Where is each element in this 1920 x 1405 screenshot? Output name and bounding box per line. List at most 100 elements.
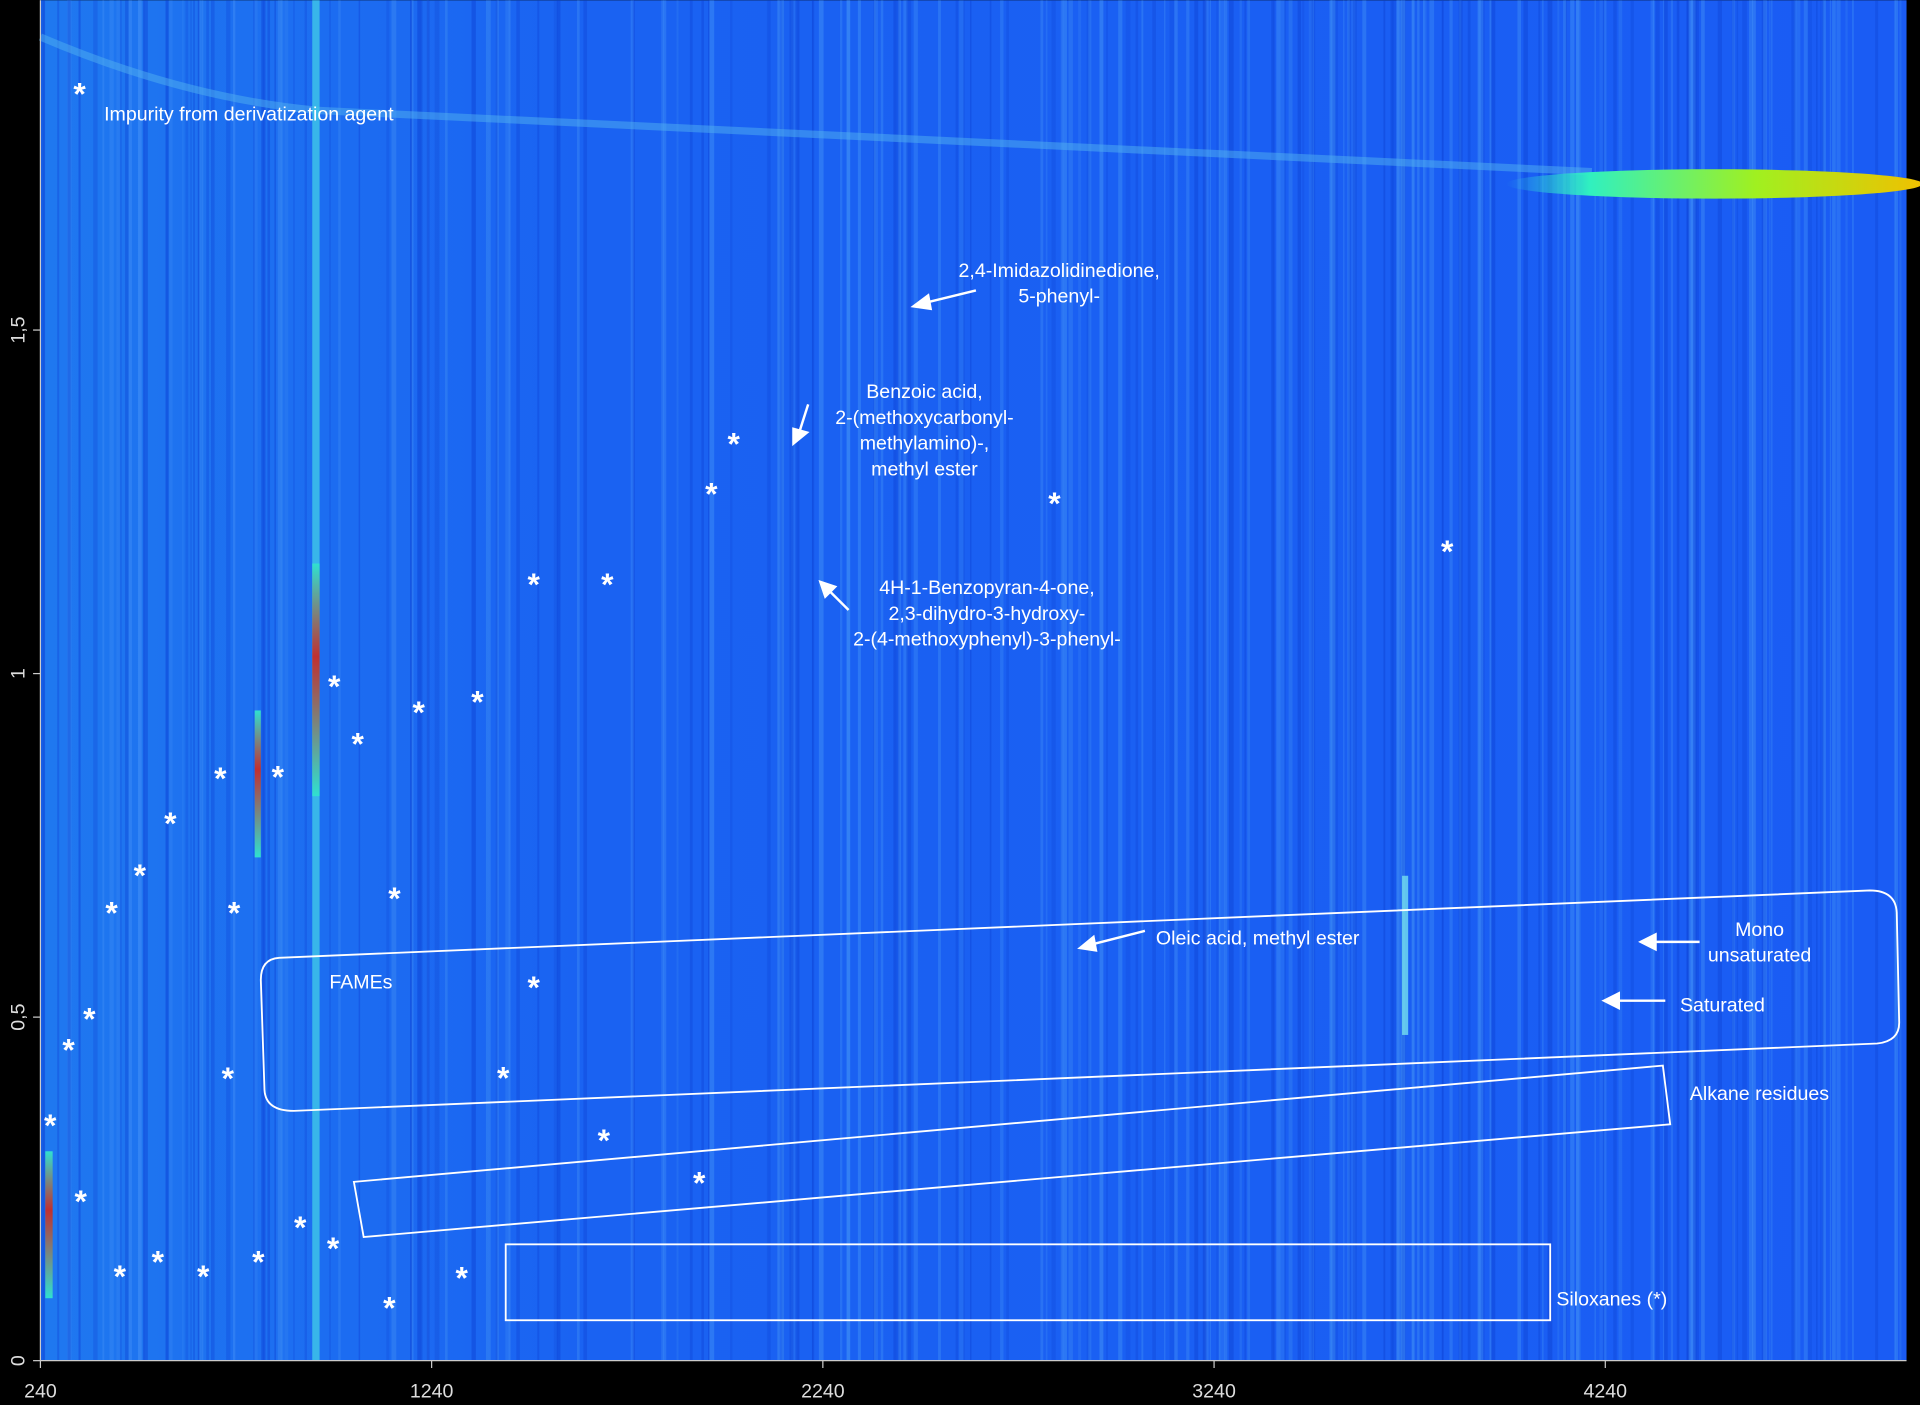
texture-stripe (1816, 0, 1818, 1361)
texture-stripe (893, 0, 897, 1361)
region-boxes (259, 889, 1901, 1322)
texture-stripe (781, 0, 785, 1361)
texture-stripe (1302, 0, 1305, 1361)
texture-stripe (1411, 0, 1415, 1361)
y-tick-label: 1,5 (7, 316, 29, 343)
texture-stripe (1820, 0, 1822, 1361)
star-marker: * (228, 895, 241, 931)
texture-stripe (1086, 0, 1090, 1361)
arrow (925, 289, 977, 304)
texture-stripe (903, 0, 908, 1361)
annotation: methyl ester (871, 458, 978, 480)
texture-stripe (277, 0, 283, 1361)
texture-stripe (1570, 0, 1575, 1361)
star-marker: * (351, 726, 364, 762)
annotation: 5-phenyl- (1018, 286, 1100, 308)
texture-stripe (1343, 0, 1345, 1361)
star-marker: * (114, 1258, 127, 1294)
texture-stripe (1808, 0, 1813, 1361)
annotation: Siloxanes (*) (1556, 1289, 1667, 1311)
texture-stripe (1557, 0, 1560, 1361)
texture-stripe (284, 0, 289, 1361)
arrowhead (792, 427, 810, 447)
texture-stripe (781, 0, 784, 1361)
texture-stripe (232, 0, 236, 1361)
texture-stripe (1099, 0, 1104, 1361)
texture-stripe (505, 0, 510, 1361)
texture-stripe (1000, 0, 1004, 1361)
texture-stripe (417, 0, 422, 1361)
texture-stripe (873, 0, 876, 1361)
star-marker: * (62, 1031, 75, 1067)
texture-stripe (709, 0, 715, 1361)
texture-stripe (40, 0, 46, 1361)
texture-stripe (1542, 0, 1544, 1361)
star-marker: * (705, 475, 718, 511)
arrow (1091, 929, 1146, 946)
texture-stripe (1829, 0, 1832, 1361)
texture-stripe (1459, 0, 1462, 1361)
y-tick-label: 1 (7, 668, 29, 679)
texture-stripe (1686, 0, 1690, 1361)
texture-stripe (1523, 0, 1528, 1361)
texture-stripe (1045, 0, 1048, 1361)
texture-stripe (576, 0, 580, 1361)
annotation: 2-(methoxycarbonyl- (835, 407, 1013, 429)
texture-stripe (1489, 0, 1492, 1361)
texture-stripe (1352, 0, 1357, 1361)
arrowhead (910, 293, 933, 311)
texture-stripe (1491, 0, 1496, 1361)
texture-stripe (1875, 0, 1879, 1361)
texture-stripe (67, 0, 71, 1361)
texture-stripe (1458, 0, 1462, 1361)
texture-stripe (777, 0, 780, 1361)
texture-stripe (1396, 0, 1399, 1361)
texture-stripe (857, 0, 861, 1361)
star-marker: * (693, 1165, 706, 1201)
texture-stripe (1062, 0, 1067, 1361)
streak (312, 563, 320, 797)
star-marker: * (1048, 485, 1061, 521)
texture-stripe (471, 0, 476, 1361)
texture-stripe (495, 0, 498, 1361)
texture-stripe (280, 0, 284, 1361)
texture-stripe (1244, 0, 1247, 1361)
texture-stripe (1771, 0, 1773, 1361)
arrowhead (818, 579, 838, 599)
texture-stripe (1331, 0, 1336, 1361)
annotation: methylamino)-, (860, 433, 989, 455)
texture-stripe (267, 0, 270, 1361)
texture-stripe (1239, 0, 1242, 1361)
texture-stripe (913, 0, 918, 1361)
texture-stripe (1308, 0, 1313, 1361)
texture-stripe (410, 0, 412, 1361)
texture-stripe (1441, 0, 1443, 1361)
x-tick-label: 3240 (1192, 1380, 1236, 1402)
texture-stripe (970, 0, 972, 1361)
texture-stripe (1630, 0, 1634, 1361)
texture-stripe (199, 0, 202, 1361)
texture-stripe (1662, 0, 1665, 1361)
texture-stripe (1329, 0, 1333, 1361)
texture-stripe (93, 0, 98, 1361)
texture-stripe (1152, 0, 1156, 1361)
texture-stripe (57, 0, 60, 1361)
texture-stripe (1618, 0, 1623, 1361)
texture-stripe (426, 0, 430, 1361)
annotation: 2-(4-methoxyphenyl)-3-phenyl- (853, 629, 1121, 651)
star-marker: * (471, 684, 484, 720)
texture-stripe (846, 0, 850, 1361)
star-marker: * (413, 694, 426, 730)
texture-stripe (1164, 0, 1166, 1361)
texture-stripe (1333, 0, 1338, 1361)
streak (45, 1151, 53, 1299)
texture-stripe (1347, 0, 1351, 1361)
star-marker: * (73, 76, 86, 112)
texture-stripe (1742, 0, 1747, 1361)
texture-stripe (206, 0, 209, 1361)
texture-stripe (1422, 0, 1425, 1361)
hot-band (1506, 169, 1920, 199)
texture-stripe (485, 0, 491, 1361)
texture-stripe (818, 0, 824, 1361)
texture-stripe (897, 0, 900, 1361)
